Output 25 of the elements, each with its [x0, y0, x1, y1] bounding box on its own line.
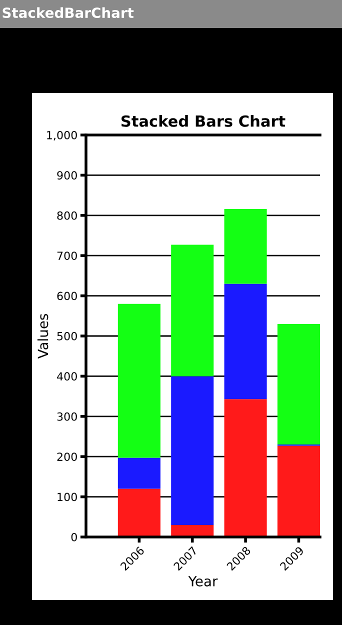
y-tick-label: 600: [57, 292, 77, 300]
x-axis-title: Year: [188, 576, 218, 586]
bar: [171, 376, 214, 525]
y-tick-label: 0: [71, 532, 77, 542]
y-tick-label: 900: [57, 171, 77, 180]
chart-title: Stacked Bars Chart: [122, 115, 286, 127]
y-tick-label: 100: [58, 492, 77, 502]
y-tick-label: 700: [57, 252, 77, 260]
bar: [224, 284, 267, 400]
bar: [118, 488, 160, 537]
text: StackedBarChart: [2, 7, 134, 18]
bar: [224, 399, 267, 537]
y-tick-label: 400: [57, 372, 77, 381]
bar: [277, 324, 320, 445]
bar: [171, 244, 214, 376]
bar: [118, 458, 160, 489]
y-tick-label: 500: [57, 332, 77, 340]
bar: [118, 304, 160, 458]
y-axis-title: Values: [37, 314, 48, 359]
y-tick-label: 800: [57, 211, 77, 220]
bar: [277, 446, 320, 537]
y-tick-label: 1,000: [47, 130, 77, 141]
y-tick-label: 300: [57, 412, 77, 421]
bar: [224, 208, 267, 284]
y-tick-label: 200: [57, 452, 77, 461]
